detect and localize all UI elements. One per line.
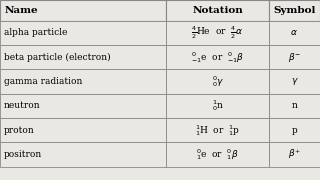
Text: beta particle (electron): beta particle (electron): [4, 53, 110, 62]
Text: proton: proton: [4, 126, 35, 135]
Bar: [269, 118, 320, 142]
Bar: [269, 69, 320, 94]
Text: Notation: Notation: [192, 6, 243, 15]
Text: neutron: neutron: [4, 101, 40, 110]
Text: $\beta^{-}$: $\beta^{-}$: [288, 51, 301, 64]
Text: $\beta^{+}$: $\beta^{+}$: [288, 147, 301, 161]
Text: $\alpha$: $\alpha$: [291, 28, 298, 37]
Bar: [0, 45, 166, 69]
Bar: [166, 0, 269, 21]
Bar: [269, 94, 320, 118]
Text: alpha particle: alpha particle: [4, 28, 67, 37]
Text: $^{1}_{0}$n: $^{1}_{0}$n: [212, 98, 224, 113]
Bar: [269, 45, 320, 69]
Bar: [0, 118, 166, 142]
Text: n: n: [292, 101, 297, 110]
Bar: [166, 142, 269, 167]
Text: $^{0}_{-1}$e  or  $^{0}_{-1}\beta$: $^{0}_{-1}$e or $^{0}_{-1}\beta$: [191, 50, 244, 65]
Bar: [0, 142, 166, 167]
Text: p: p: [292, 126, 297, 135]
Text: $\gamma$: $\gamma$: [291, 76, 298, 87]
Text: $^{0}_{0}\gamma$: $^{0}_{0}\gamma$: [212, 74, 224, 89]
Bar: [0, 21, 166, 45]
Bar: [166, 69, 269, 94]
Text: positron: positron: [4, 150, 42, 159]
Bar: [0, 0, 166, 21]
Text: Name: Name: [5, 6, 38, 15]
Text: gamma radiation: gamma radiation: [4, 77, 82, 86]
Text: $^{1}_{1}$H  or  $^{1}_{1}$p: $^{1}_{1}$H or $^{1}_{1}$p: [195, 123, 240, 138]
Bar: [0, 69, 166, 94]
Bar: [166, 21, 269, 45]
Bar: [269, 21, 320, 45]
Bar: [166, 94, 269, 118]
Bar: [0, 94, 166, 118]
Bar: [166, 118, 269, 142]
Text: $^{0}_{1}$e  or  $^{0}_{1}\beta$: $^{0}_{1}$e or $^{0}_{1}\beta$: [196, 147, 239, 162]
Bar: [269, 142, 320, 167]
Text: $\frac{4}{2}$He  or  $\frac{4}{2}\alpha$: $\frac{4}{2}$He or $\frac{4}{2}\alpha$: [191, 24, 244, 41]
Text: Symbol: Symbol: [273, 6, 316, 15]
Bar: [166, 45, 269, 69]
Bar: [269, 0, 320, 21]
